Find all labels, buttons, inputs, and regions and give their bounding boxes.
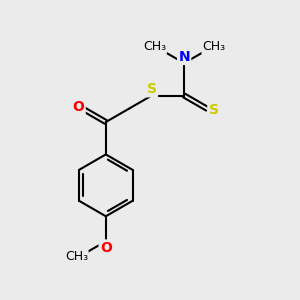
Text: CH₃: CH₃: [143, 40, 166, 53]
Text: S: S: [208, 103, 219, 117]
Text: S: S: [147, 82, 157, 96]
Text: O: O: [73, 100, 84, 114]
Text: N: N: [178, 50, 190, 64]
Text: O: O: [100, 241, 112, 255]
Text: CH₃: CH₃: [202, 40, 225, 53]
Text: CH₃: CH₃: [65, 250, 88, 262]
